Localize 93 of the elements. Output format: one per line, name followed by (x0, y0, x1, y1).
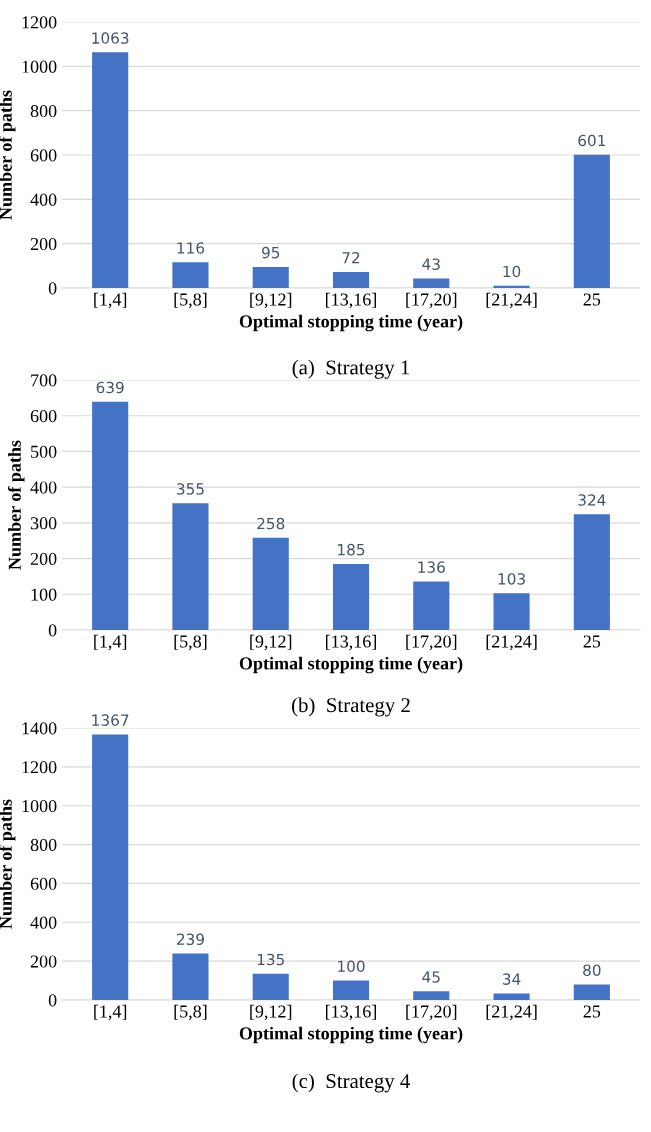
bar (573, 984, 610, 1000)
data-label: 639 (96, 381, 124, 394)
data-label: 95 (261, 246, 280, 259)
data-label: 239 (176, 933, 204, 946)
y-tick-label: 1400 (22, 722, 57, 735)
x-tick-label: [13,16] (326, 1004, 376, 1021)
text: (a) Strategy 1 (292, 359, 410, 379)
y-tick-label: 1000 (22, 799, 57, 813)
bar (493, 285, 530, 288)
x-tick-label: 25 (583, 293, 601, 306)
x-tick-label: [9,12] (250, 292, 292, 309)
x-tick-label: [21,24] (486, 1004, 537, 1021)
bar (573, 514, 610, 630)
x-axis-title: Optimal stopping time (year) (239, 1026, 463, 1044)
bar (172, 953, 209, 1000)
data-label: 10 (503, 265, 521, 278)
x-tick-label: [1,4] (94, 292, 127, 309)
x-tick-label: [1,4] (94, 634, 127, 651)
bar (413, 278, 450, 288)
data-label: 45 (422, 971, 440, 983)
data-label: 185 (338, 543, 365, 556)
bar (573, 154, 610, 288)
bar (92, 401, 129, 630)
data-label: 355 (177, 483, 204, 495)
y-tick-label: 600 (30, 877, 57, 890)
bar (332, 980, 370, 1000)
x-tick-label: [5,8] (174, 634, 207, 651)
x-tick-label: [13,16] (326, 634, 376, 651)
y-tick-label: 100 (31, 588, 57, 601)
x-tick-label: [5,8] (174, 1004, 207, 1021)
y-tick-label: 700 (31, 374, 57, 387)
data-label: 136 (418, 561, 445, 573)
x-tick-label: [13,16] (326, 292, 376, 309)
x-tick-label: [5,8] (174, 292, 207, 309)
data-label: 116 (177, 242, 205, 254)
bar (493, 593, 530, 630)
bar (413, 991, 450, 1000)
x-tick-label: [21,24] (486, 634, 537, 651)
bar (413, 581, 450, 630)
x-axis-title: Optimal stopping time (year) (239, 656, 463, 674)
data-label: 72 (342, 251, 360, 264)
data-label: 43 (422, 258, 440, 270)
y-tick-label: 400 (30, 481, 57, 494)
y-tick-label: 0 (48, 994, 57, 1007)
x-tick-label: [17,20] (406, 292, 457, 309)
y-tick-label: 1200 (22, 761, 57, 774)
y-tick-label: 200 (30, 955, 57, 968)
bar (172, 503, 209, 630)
data-label: 258 (257, 517, 285, 530)
bar (252, 973, 289, 1000)
y-tick-label: 1200 (22, 16, 57, 29)
bar (332, 563, 370, 630)
y-tick-label: 600 (30, 409, 57, 423)
data-label: 135 (257, 953, 284, 966)
bar (252, 266, 289, 288)
y-tick-label: 400 (30, 916, 57, 929)
data-label: 1063 (92, 32, 129, 44)
y-tick-label: 200 (30, 237, 57, 251)
y-tick-label: 600 (30, 149, 57, 162)
data-label: 1367 (92, 714, 129, 726)
x-axis-title: Optimal stopping time (year) (239, 314, 463, 332)
y-tick-label: 300 (30, 517, 57, 530)
bar (92, 734, 129, 1000)
data-label: 601 (578, 134, 605, 147)
x-tick-label: [17,20] (406, 634, 457, 651)
y-tick-label: 1000 (22, 60, 57, 73)
y-axis-title: Number of paths (7, 440, 25, 570)
text: (c) Strategy 4 (292, 1073, 410, 1093)
y-tick-label: 500 (31, 445, 57, 458)
y-tick-label: 200 (30, 552, 57, 566)
data-label: 80 (583, 964, 601, 976)
y-tick-label: 800 (30, 838, 57, 852)
x-tick-label: 25 (583, 1005, 601, 1018)
data-label: 103 (498, 573, 525, 585)
x-tick-label: [9,12] (250, 634, 292, 651)
y-tick-label: 800 (30, 104, 57, 118)
y-tick-label: 0 (48, 282, 57, 295)
data-label: 34 (503, 973, 521, 985)
x-tick-label: [9,12] (250, 1004, 292, 1021)
bar (332, 272, 370, 288)
data-label: 100 (338, 960, 365, 973)
bar (493, 993, 530, 1000)
x-tick-label: [17,20] (406, 1004, 457, 1021)
bar (252, 537, 289, 630)
data-label: 324 (578, 494, 606, 506)
y-tick-label: 400 (30, 193, 57, 206)
x-tick-label: 25 (583, 635, 601, 648)
x-tick-label: [1,4] (94, 1004, 127, 1021)
y-tick-label: 0 (48, 624, 57, 637)
bar (172, 262, 209, 288)
x-tick-label: [21,24] (486, 292, 537, 309)
bar (92, 52, 129, 288)
text: (b) Strategy 2 (292, 697, 410, 717)
